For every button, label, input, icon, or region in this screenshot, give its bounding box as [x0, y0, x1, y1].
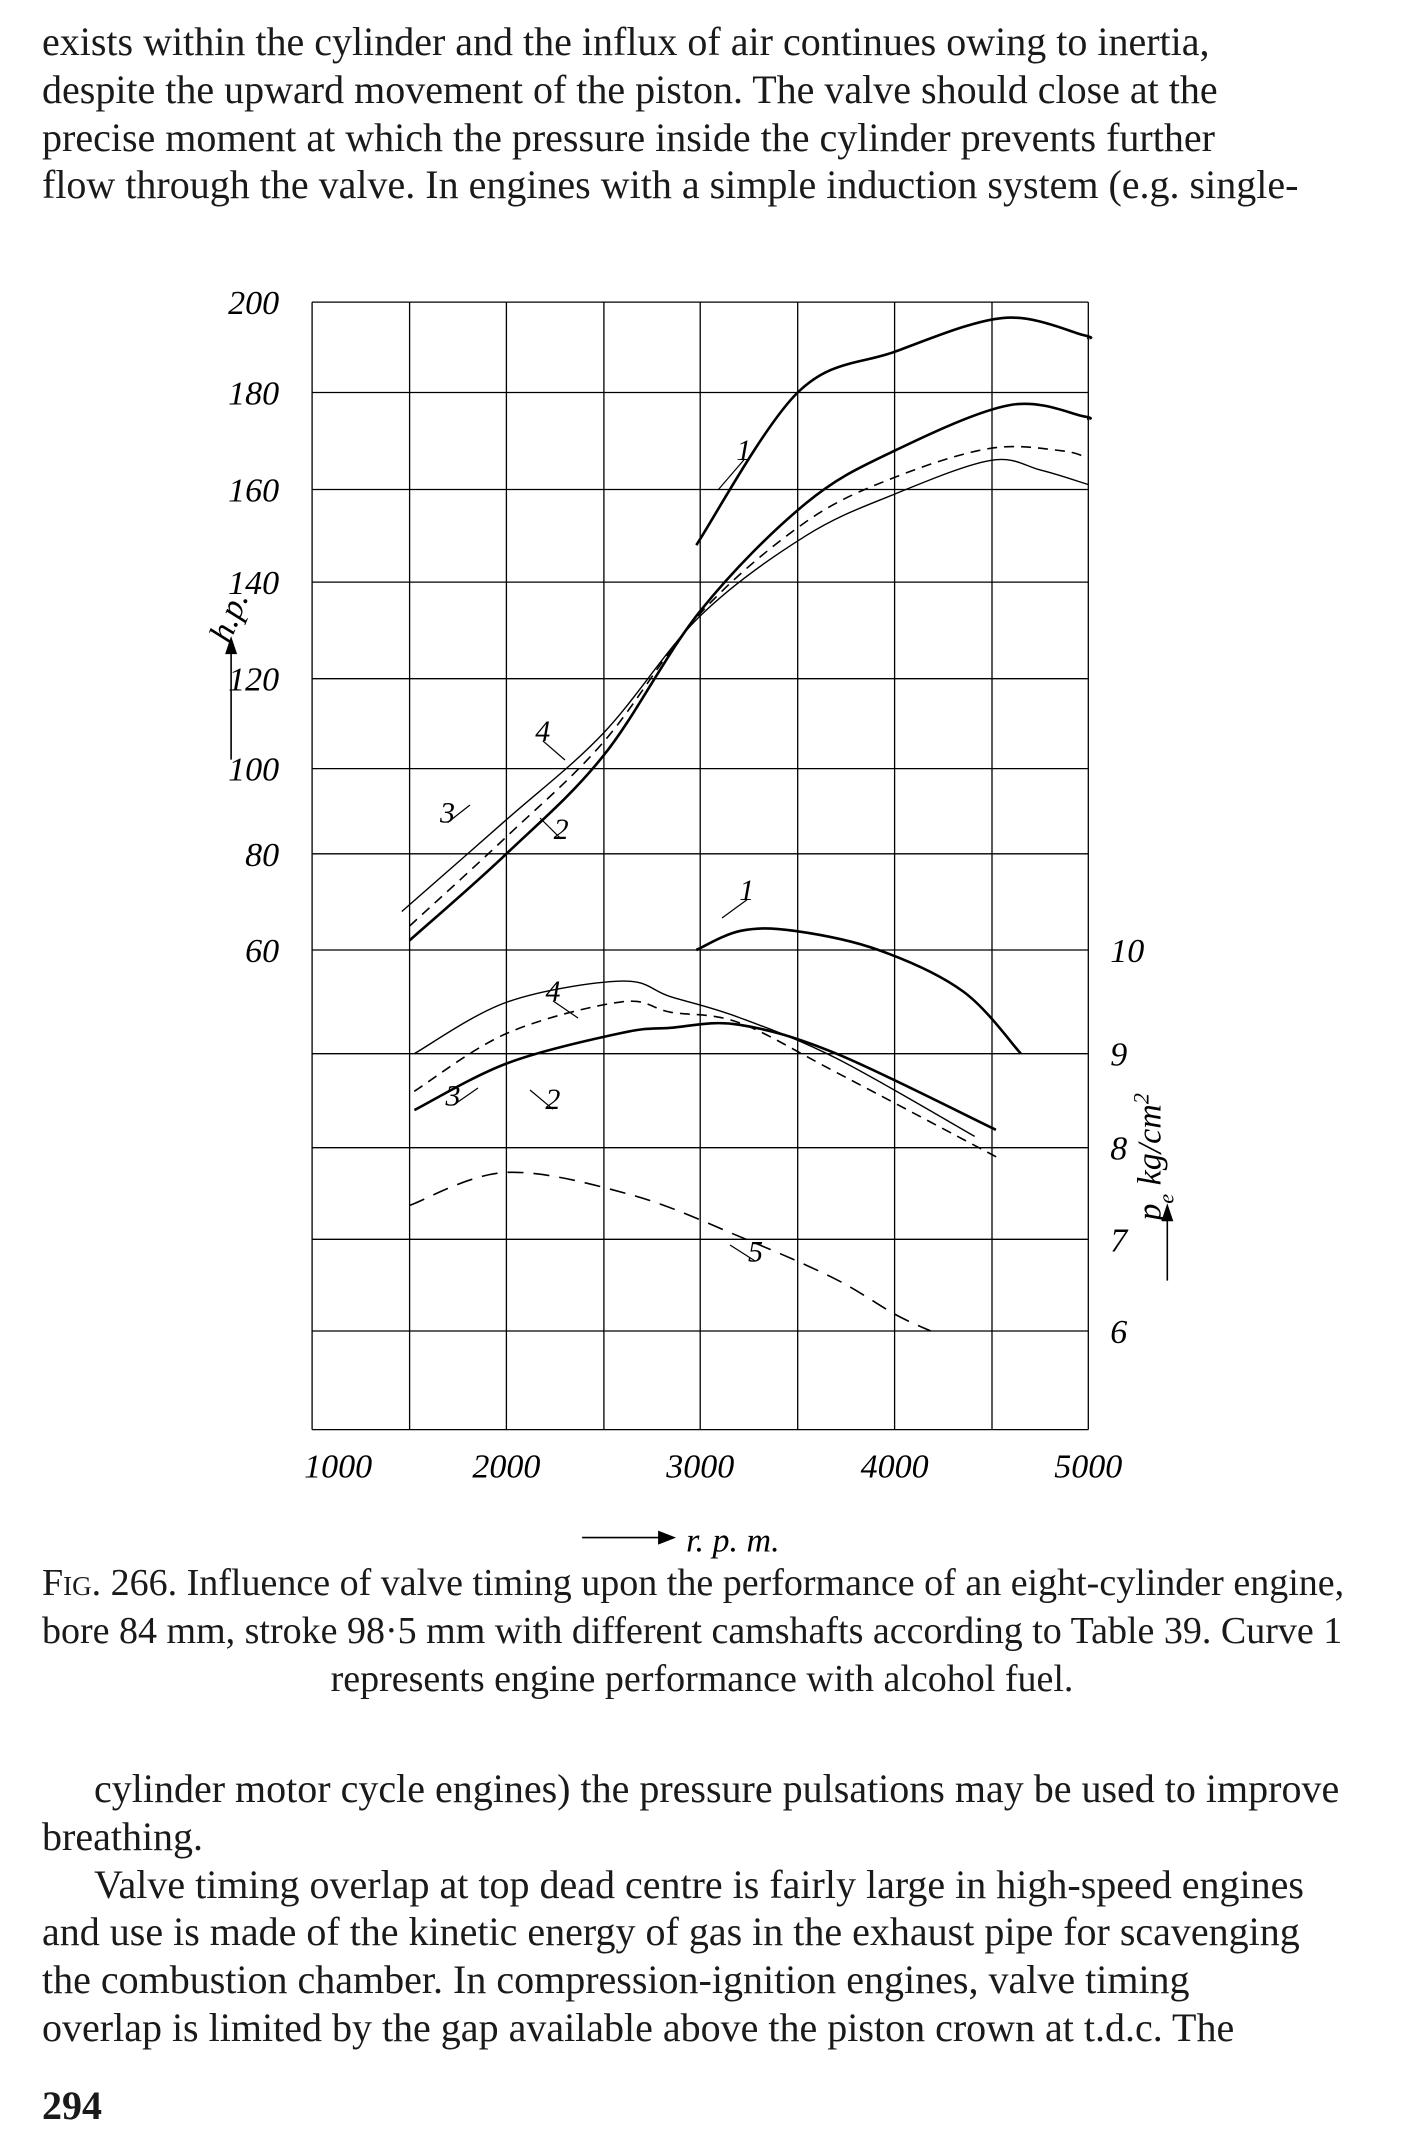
svg-text:10: 10 — [1110, 933, 1144, 970]
svg-text:200: 200 — [228, 285, 279, 322]
svg-text:3: 3 — [439, 797, 455, 830]
svg-text:4000: 4000 — [861, 1449, 929, 1486]
svg-text:1000: 1000 — [304, 1449, 372, 1486]
svg-text:4: 4 — [546, 975, 561, 1008]
svg-text:2000: 2000 — [472, 1449, 540, 1486]
svg-text:180: 180 — [228, 376, 279, 413]
svg-text:pe kg/cm2: pe kg/cm2 — [1128, 1093, 1178, 1222]
svg-text:5000: 5000 — [1054, 1449, 1122, 1486]
svg-text:80: 80 — [245, 837, 279, 874]
svg-text:120: 120 — [228, 662, 279, 699]
svg-text:3: 3 — [445, 1079, 461, 1112]
svg-text:8: 8 — [1110, 1131, 1127, 1168]
svg-text:2: 2 — [545, 1083, 560, 1116]
svg-text:2: 2 — [554, 813, 569, 846]
svg-text:100: 100 — [228, 752, 279, 789]
svg-text:1: 1 — [736, 434, 751, 467]
svg-text:1: 1 — [739, 874, 754, 907]
svg-text:3000: 3000 — [665, 1449, 734, 1486]
svg-text:5: 5 — [748, 1235, 763, 1268]
svg-text:160: 160 — [228, 473, 279, 510]
svg-text:7: 7 — [1110, 1222, 1129, 1259]
svg-text:4: 4 — [535, 715, 550, 748]
svg-text:r. p. m.: r. p. m. — [686, 1523, 780, 1560]
svg-text:60: 60 — [245, 933, 279, 970]
svg-text:9: 9 — [1110, 1037, 1127, 1074]
svg-text:6: 6 — [1110, 1314, 1127, 1351]
